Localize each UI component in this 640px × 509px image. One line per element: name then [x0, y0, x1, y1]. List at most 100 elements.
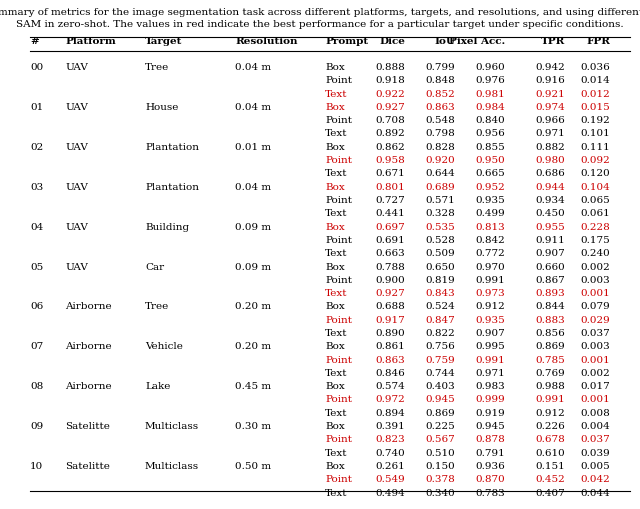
- Text: Box: Box: [325, 63, 345, 72]
- Text: 0.727: 0.727: [375, 195, 405, 205]
- Text: House: House: [145, 103, 179, 111]
- Text: 0.863: 0.863: [375, 355, 405, 364]
- Text: Text: Text: [325, 408, 348, 417]
- Text: UAV: UAV: [65, 262, 88, 271]
- Text: IoU: IoU: [434, 37, 455, 46]
- Text: 0.756: 0.756: [425, 342, 455, 351]
- Text: Box: Box: [325, 222, 345, 231]
- Text: 0.862: 0.862: [375, 143, 405, 152]
- Text: 0.697: 0.697: [375, 222, 405, 231]
- Text: 0.956: 0.956: [476, 129, 505, 138]
- Text: 0.548: 0.548: [425, 116, 455, 125]
- Text: 0.867: 0.867: [535, 275, 565, 284]
- Text: 0.061: 0.061: [580, 209, 610, 218]
- Text: 0.799: 0.799: [425, 63, 455, 72]
- Text: 0.916: 0.916: [535, 76, 565, 85]
- Text: 0.691: 0.691: [375, 236, 405, 244]
- Text: Platform: Platform: [65, 37, 116, 46]
- Text: 0.942: 0.942: [535, 63, 565, 72]
- Text: 0.912: 0.912: [535, 408, 565, 417]
- Text: FPR: FPR: [586, 37, 610, 46]
- Text: 0.983: 0.983: [476, 381, 505, 390]
- Text: 0.995: 0.995: [476, 342, 505, 351]
- Text: 0.844: 0.844: [535, 302, 565, 311]
- Text: 0.686: 0.686: [535, 169, 565, 178]
- Text: Point: Point: [325, 236, 352, 244]
- Text: 0.037: 0.037: [580, 435, 610, 443]
- Text: 0.856: 0.856: [535, 328, 565, 337]
- Text: Airborne: Airborne: [65, 381, 111, 390]
- Text: 0.894: 0.894: [375, 408, 405, 417]
- Text: 06: 06: [30, 302, 44, 311]
- Text: 0.452: 0.452: [535, 474, 565, 484]
- Text: 0.015: 0.015: [580, 103, 610, 111]
- Text: 0.785: 0.785: [535, 355, 565, 364]
- Text: 0.378: 0.378: [425, 474, 455, 484]
- Text: 0.240: 0.240: [580, 249, 610, 258]
- Text: 0.927: 0.927: [375, 289, 405, 298]
- Text: 0.991: 0.991: [535, 394, 565, 404]
- Text: 0.01 m: 0.01 m: [235, 143, 271, 152]
- Text: 0.919: 0.919: [476, 408, 505, 417]
- Text: 0.549: 0.549: [375, 474, 405, 484]
- Text: 0.494: 0.494: [375, 488, 405, 497]
- Text: 0.567: 0.567: [425, 435, 455, 443]
- Text: Box: Box: [325, 262, 345, 271]
- Text: 0.650: 0.650: [425, 262, 455, 271]
- Text: 0.042: 0.042: [580, 474, 610, 484]
- Text: UAV: UAV: [65, 63, 88, 72]
- Text: 0.017: 0.017: [580, 381, 610, 390]
- Text: Point: Point: [325, 275, 352, 284]
- Text: 0.852: 0.852: [425, 90, 455, 98]
- Text: 0.001: 0.001: [580, 289, 610, 298]
- Text: 0.759: 0.759: [425, 355, 455, 364]
- Text: 0.842: 0.842: [476, 236, 505, 244]
- Text: UAV: UAV: [65, 143, 88, 152]
- Text: 0.509: 0.509: [425, 249, 455, 258]
- Text: SAM in zero-shot. The values in red indicate the best performance for a particul: SAM in zero-shot. The values in red indi…: [16, 20, 624, 29]
- Text: 0.002: 0.002: [580, 262, 610, 271]
- Text: Box: Box: [325, 421, 345, 430]
- Text: 0.689: 0.689: [425, 182, 455, 191]
- Text: 0.708: 0.708: [375, 116, 405, 125]
- Text: 0.391: 0.391: [375, 421, 405, 430]
- Text: 0.524: 0.524: [425, 302, 455, 311]
- Text: Box: Box: [325, 182, 345, 191]
- Text: 0.003: 0.003: [580, 275, 610, 284]
- Text: Box: Box: [325, 342, 345, 351]
- Text: 0.610: 0.610: [535, 448, 565, 457]
- Text: Airborne: Airborne: [65, 302, 111, 311]
- Text: 0.970: 0.970: [476, 262, 505, 271]
- Text: 0.944: 0.944: [535, 182, 565, 191]
- Text: 0.079: 0.079: [580, 302, 610, 311]
- Text: 00: 00: [30, 63, 44, 72]
- Text: 0.936: 0.936: [476, 461, 505, 470]
- Text: 0.883: 0.883: [535, 315, 565, 324]
- Text: Satelitte: Satelitte: [65, 461, 110, 470]
- Text: 0.014: 0.014: [580, 76, 610, 85]
- Text: 0.981: 0.981: [476, 90, 505, 98]
- Text: 0.823: 0.823: [375, 435, 405, 443]
- Text: 0.955: 0.955: [535, 222, 565, 231]
- Text: 0.769: 0.769: [535, 368, 565, 377]
- Text: 05: 05: [30, 262, 44, 271]
- Text: 0.671: 0.671: [375, 169, 405, 178]
- Text: 0.005: 0.005: [580, 461, 610, 470]
- Text: 0.907: 0.907: [535, 249, 565, 258]
- Text: 0.958: 0.958: [375, 156, 405, 165]
- Text: Airborne: Airborne: [65, 342, 111, 351]
- Text: 07: 07: [30, 342, 44, 351]
- Text: Point: Point: [325, 394, 352, 404]
- Text: 0.008: 0.008: [580, 408, 610, 417]
- Text: 0.04 m: 0.04 m: [235, 103, 271, 111]
- Text: 0.980: 0.980: [535, 156, 565, 165]
- Text: TPR: TPR: [541, 37, 565, 46]
- Text: 0.888: 0.888: [375, 63, 405, 72]
- Text: 0.226: 0.226: [535, 421, 565, 430]
- Text: 0.002: 0.002: [580, 368, 610, 377]
- Text: 0.30 m: 0.30 m: [235, 421, 271, 430]
- Text: 0.900: 0.900: [375, 275, 405, 284]
- Text: 0.740: 0.740: [375, 448, 405, 457]
- Text: Text: Text: [325, 209, 348, 218]
- Text: 0.004: 0.004: [580, 421, 610, 430]
